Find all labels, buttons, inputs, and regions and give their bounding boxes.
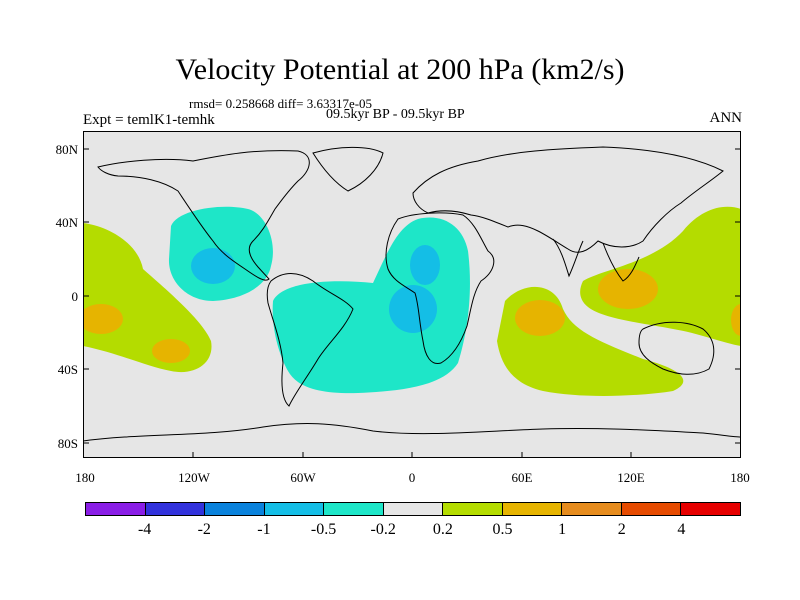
lat-label-80s: 80S xyxy=(57,436,78,451)
lon-label-0: 0 xyxy=(408,470,416,485)
colorbar-swatch xyxy=(562,503,622,515)
coastline-india xyxy=(552,238,584,278)
stats-line: rmsd= 0.258668 diff= 3.63317e-05 xyxy=(189,96,373,111)
colorbar xyxy=(85,502,741,516)
colorbar-swatch xyxy=(681,503,741,515)
coastline-north-america xyxy=(97,150,310,281)
colorbar-label: 0.2 xyxy=(432,521,453,538)
negative-core-north-america xyxy=(191,248,235,284)
map-panel xyxy=(83,131,741,458)
colorbar-swatch xyxy=(324,503,384,515)
colorbar-swatch xyxy=(86,503,146,515)
lon-label-180e: 180 xyxy=(730,470,750,485)
positive-core-east-edge xyxy=(731,304,741,336)
colorbar-swatch xyxy=(264,503,325,515)
colorbar-swatch xyxy=(383,503,444,515)
map-frame xyxy=(83,131,741,458)
coastline-southeast-asia xyxy=(602,242,640,282)
lat-label-40s: 40S xyxy=(57,362,78,377)
negative-core-central-africa xyxy=(389,285,437,333)
plot-title: Velocity Potential at 200 hPa (km2/s) xyxy=(175,53,625,86)
positive-core-indian-ocean xyxy=(515,300,565,336)
experiment-label: Expt = temlK1-temhk xyxy=(83,112,215,128)
positive-core-maritime xyxy=(598,269,658,309)
coastline-australia xyxy=(638,321,715,375)
coastline-europe-asia xyxy=(412,146,724,253)
colorbar-swatch xyxy=(621,503,682,515)
negative-core-west-africa xyxy=(410,245,440,285)
positive-region-west-pacific xyxy=(580,206,741,346)
coastlines xyxy=(83,146,741,442)
coastline-antarctica xyxy=(83,423,741,442)
colorbar-label: -4 xyxy=(137,521,152,538)
coastline-africa xyxy=(385,212,495,365)
colorbar-swatch xyxy=(145,503,206,515)
colorbar-label: 1 xyxy=(558,521,567,538)
lat-label-0: 0 xyxy=(71,289,79,304)
period-label: 09.5kyr BP - 09.5kyr BP xyxy=(326,107,465,122)
positive-core-date-line xyxy=(83,304,123,334)
season-label: ANN xyxy=(709,110,743,126)
colorbar-label: -0.5 xyxy=(310,521,337,538)
colorbar-label: 0.5 xyxy=(492,521,513,538)
colorbar-label: -0.2 xyxy=(370,521,396,538)
lon-label-120e: 120E xyxy=(617,470,645,485)
coastline-greenland xyxy=(312,146,384,192)
colorbar-label: 2 xyxy=(617,521,626,538)
colorbar-swatch xyxy=(443,503,503,515)
colorbar-label: -2 xyxy=(197,521,211,538)
colorbar-label: -1 xyxy=(257,521,271,538)
lon-label-120w: 120W xyxy=(178,470,210,485)
lon-label-180w: 180 xyxy=(75,470,95,485)
lon-label-60e: 60E xyxy=(511,470,533,485)
colorbar-label: 4 xyxy=(677,521,686,538)
positive-core-south-pacific xyxy=(152,339,190,363)
lat-label-80n: 80N xyxy=(55,142,78,157)
positive-region-west-edge xyxy=(83,223,212,373)
colorbar-swatch xyxy=(205,503,265,515)
colorbar-swatch xyxy=(502,503,563,515)
coastline-south-america xyxy=(266,273,354,407)
lat-label-40n: 40N xyxy=(55,215,78,230)
lon-label-60w: 60W xyxy=(290,470,316,485)
